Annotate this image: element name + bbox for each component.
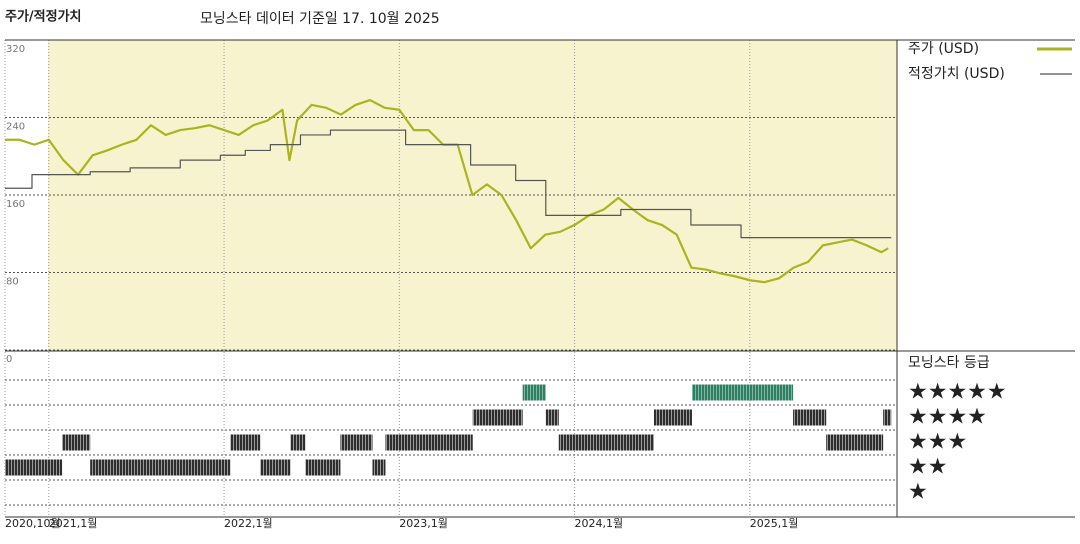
rating-bar: [62, 434, 91, 451]
rating-bar: [290, 434, 306, 451]
rating-bar: [691, 384, 794, 401]
rating-label: ★★★: [908, 430, 967, 455]
rating-label: ★★★★★: [908, 380, 1007, 405]
rating-bar: [372, 459, 386, 476]
rating-bar: [653, 409, 692, 426]
frame: [5, 39, 1075, 518]
rating-bar: [793, 409, 827, 426]
rating-bar: [545, 409, 559, 426]
x-tick-label: 2023,1월: [399, 517, 448, 530]
y-tick-label: 80: [6, 277, 19, 288]
series-line: [5, 129, 892, 239]
y-tick-label: 320: [6, 44, 25, 55]
rating-bar: [260, 459, 291, 476]
y-tick-label: 160: [6, 199, 25, 210]
x-tick-label: 2021,1월: [49, 517, 98, 530]
rating-bar: [5, 459, 63, 476]
marks: [5, 98, 892, 476]
rating-bar: [385, 434, 473, 451]
legend-label: 주가 (USD): [908, 41, 979, 57]
rating-bar: [883, 409, 892, 426]
rating-bar: [305, 459, 341, 476]
y-tick-label: 0: [6, 354, 12, 365]
rating-bar: [340, 434, 373, 451]
y-tick-label: 240: [6, 122, 25, 133]
legend-label: 적정가치 (USD): [908, 66, 1005, 82]
rating-bar: [90, 459, 231, 476]
rating-label: ★: [908, 480, 928, 505]
rating-bar: [230, 434, 261, 451]
rating-row-lines: [5, 379, 897, 506]
rating-bar: [522, 384, 546, 401]
rating-title: 모닝스타 등급: [908, 355, 990, 371]
x-tick-label: 2022,1월: [224, 517, 273, 530]
x-tick-label: 2020,10월: [5, 517, 61, 530]
x-tick-label: 2024,1월: [575, 517, 624, 530]
chart-subtitle: 모닝스타 데이터 기준일 17. 10월 2025: [200, 11, 440, 27]
rating-bar: [472, 409, 523, 426]
rating-bar: [826, 434, 884, 451]
chart-title: 주가/적정가치: [5, 9, 82, 25]
rating-bar: [558, 434, 654, 451]
x-tick-label: 2025,1월: [750, 517, 799, 530]
rating-label: ★★: [908, 455, 947, 480]
rating-label: ★★★★: [908, 405, 987, 430]
